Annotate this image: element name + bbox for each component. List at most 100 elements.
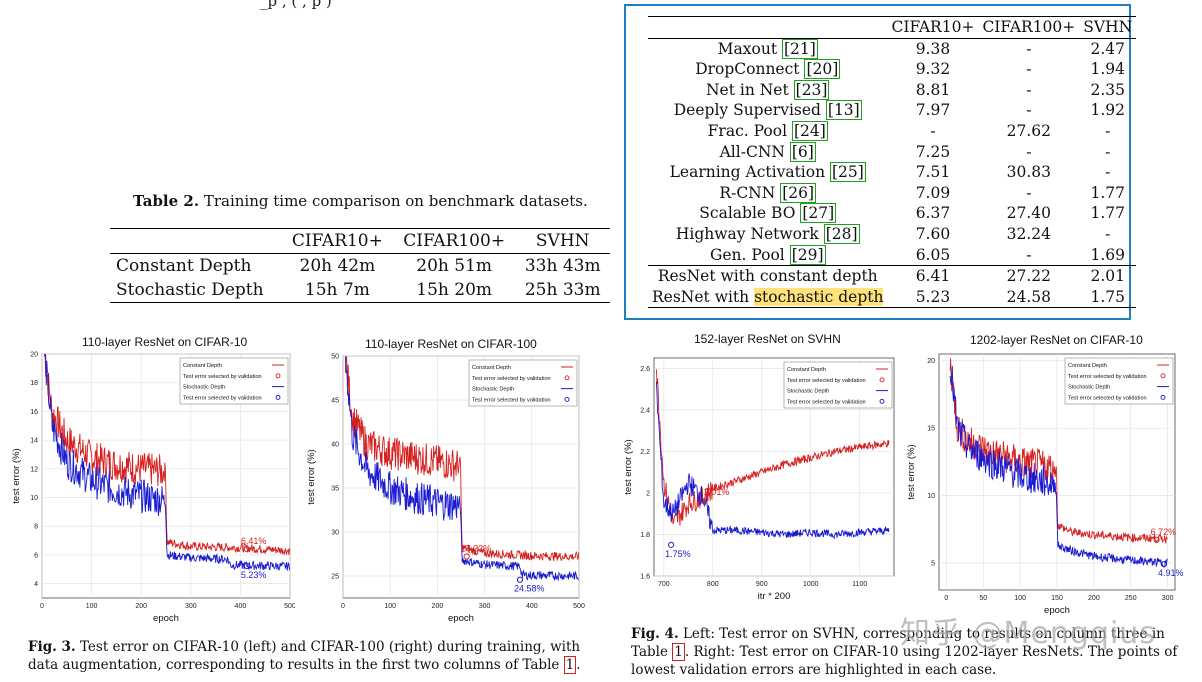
y-tick-label: 10 bbox=[30, 495, 38, 502]
citation-link[interactable]: [26] bbox=[780, 182, 817, 203]
table1-cell: 27.62 bbox=[1006, 121, 1052, 140]
min-error-marker bbox=[668, 541, 675, 548]
method-name: Gen. Pool bbox=[709, 245, 790, 264]
table1-cell: - bbox=[1026, 183, 1032, 202]
table-reference-link[interactable]: 1 bbox=[563, 656, 577, 674]
min-error-marker bbox=[243, 545, 250, 553]
legend-swatch bbox=[1160, 373, 1166, 379]
citation-link[interactable]: [6] bbox=[789, 141, 816, 162]
legend-swatch bbox=[1160, 394, 1166, 400]
table1-cell: 8.81 bbox=[915, 80, 951, 99]
method-name: ResNet with bbox=[652, 287, 755, 306]
table1-cell: - bbox=[1105, 121, 1111, 140]
table1-cell: 27.22 bbox=[1006, 267, 1052, 286]
table1-row: Net in Net [23] 8.81 - 2.35 bbox=[648, 79, 1136, 101]
legend-label: Test error selected by validation bbox=[787, 399, 866, 405]
method-name: Net in Net bbox=[705, 80, 794, 99]
table1-cell: - bbox=[1105, 163, 1111, 182]
x-axis-label: epoch bbox=[1044, 605, 1070, 616]
x-tick-label: 0 bbox=[341, 603, 345, 610]
x-tick-label: 200 bbox=[135, 603, 147, 610]
legend-swatch bbox=[879, 377, 885, 383]
table1-method-cell: Highway Network [28] bbox=[648, 223, 887, 245]
table1-cell: 6.05 bbox=[915, 245, 951, 264]
table1-cell: 1.94 bbox=[1090, 60, 1125, 79]
table1-cell: 6.41 bbox=[915, 267, 951, 286]
y-tick-label: 12 bbox=[30, 466, 38, 473]
zhihu-watermark: 知乎 @Mengqius bbox=[900, 616, 1156, 651]
citation-link[interactable]: [13] bbox=[825, 100, 862, 121]
legend-label: Stochastic Depth bbox=[472, 387, 514, 393]
x-tick-label: 300 bbox=[185, 603, 197, 610]
y-tick-label: 15 bbox=[927, 426, 935, 433]
figure4-text: Left: Test error on SVHN, corresponding … bbox=[631, 626, 1165, 660]
table1-cell: 24.58 bbox=[1006, 287, 1052, 306]
table1-cell: 7.25 bbox=[915, 142, 951, 161]
table1-header-row: CIFAR10+ CIFAR100+ SVHN bbox=[648, 16, 1137, 39]
chart-cifar10-110: 0 100 200 300 400 500 4 6 8 10 12 14 16 18 20 epoch test… bbox=[11, 352, 295, 625]
citation-link[interactable]: [23] bbox=[793, 79, 830, 100]
table2-header-row: CIFAR10+ CIFAR100+ SVHN bbox=[110, 228, 610, 254]
x-tick-label: 300 bbox=[1162, 595, 1174, 602]
citation-link[interactable]: [24] bbox=[791, 120, 828, 141]
x-tick-label: 500 bbox=[573, 603, 585, 610]
table2-cell: Stochastic Depth bbox=[116, 280, 264, 300]
table1-cell: 7.97 bbox=[915, 101, 951, 120]
table1-header: CIFAR10+ bbox=[891, 18, 975, 36]
table1-row: Gen. Pool [29] 6.05 - 1.69 bbox=[648, 244, 1136, 266]
min-error-marker bbox=[243, 562, 250, 570]
table2-cell: 15h 20m bbox=[416, 280, 493, 300]
y-tick-label: 2 bbox=[646, 490, 650, 497]
series-line-stochastic-depth bbox=[949, 365, 1168, 568]
y-tick-label: 5 bbox=[931, 561, 935, 568]
x-axis-label: epoch bbox=[448, 613, 474, 624]
table1-method-cell: DropConnect [20] bbox=[648, 59, 887, 80]
y-tick-label: 2.6 bbox=[640, 366, 650, 373]
citation-link[interactable]: [28] bbox=[823, 223, 860, 244]
x-tick-label: 1000 bbox=[803, 581, 819, 588]
table1-method-cell: Deeply Supervised [13] bbox=[648, 100, 887, 121]
series-line-stochastic-depth bbox=[44, 354, 290, 571]
x-tick-label: 400 bbox=[235, 603, 247, 610]
citation-link[interactable]: [27] bbox=[800, 203, 837, 224]
table1-body: Maxout [21] 9.38 - 2.47 DropConnect [20] 9.32… bbox=[648, 38, 1137, 308]
table1-row: R-CNN [26] 7.09 - 1.77 bbox=[648, 182, 1136, 204]
legend-label: Constant Depth bbox=[1068, 363, 1107, 369]
table1-method-cell: R-CNN [26] bbox=[648, 182, 887, 204]
table1-cell: - bbox=[1026, 60, 1032, 79]
table1-cell: 2.01 bbox=[1090, 267, 1125, 286]
y-tick-label: 14 bbox=[30, 438, 38, 445]
legend-swatch bbox=[564, 396, 570, 402]
top-text-fragment: _p , ( , p ) bbox=[260, 0, 332, 10]
table2-header: CIFAR10+ bbox=[291, 231, 383, 251]
citation-link[interactable]: [29] bbox=[789, 244, 826, 265]
citation-link[interactable]: [21] bbox=[781, 38, 818, 59]
legend-label: Test error selected by validation bbox=[183, 395, 262, 401]
figure3-end: . bbox=[576, 657, 581, 673]
legend-swatch bbox=[275, 394, 281, 400]
table2-header: CIFAR100+ bbox=[403, 231, 506, 251]
chart-svhn-152: 700 800 900 1000 1100 1.6 1.8 2 2.2 2.4 2.6 itr * 2… bbox=[623, 357, 895, 602]
citation-link[interactable]: [20] bbox=[804, 59, 841, 80]
y-tick-label: 20 bbox=[30, 352, 38, 359]
table2-cell: Constant Depth bbox=[116, 256, 252, 276]
table1-row: Scalable BO [27] 6.37 27.40 1.77 bbox=[648, 203, 1136, 224]
table-reference-link[interactable]: 1 bbox=[672, 643, 685, 661]
table1-highlight-box: CIFAR10+ CIFAR100+ SVHN Maxout [21] 9.38 -… bbox=[624, 4, 1137, 320]
figure3-label: Fig. 3. bbox=[28, 639, 76, 655]
y-tick-label: 6 bbox=[34, 552, 38, 559]
y-tick-label: 2.2 bbox=[640, 449, 650, 456]
table1-cell: 1.69 bbox=[1090, 245, 1125, 264]
table2-header bbox=[110, 229, 282, 254]
series-line-constant-depth bbox=[949, 358, 1168, 545]
data-label: 1.75% bbox=[665, 549, 691, 559]
table1-method-cell: ResNet with constant depth bbox=[648, 266, 887, 287]
table1-method-cell: Frac. Pool [24] bbox=[648, 120, 887, 142]
table1-cell: 7.60 bbox=[915, 224, 951, 243]
y-tick-label: 10 bbox=[927, 493, 935, 500]
table1-cell: 5.23 bbox=[915, 287, 951, 306]
citation-link[interactable]: [25] bbox=[830, 162, 866, 183]
table1-cell: - bbox=[930, 121, 936, 140]
legend-box bbox=[783, 361, 893, 409]
min-error-marker bbox=[704, 487, 711, 494]
